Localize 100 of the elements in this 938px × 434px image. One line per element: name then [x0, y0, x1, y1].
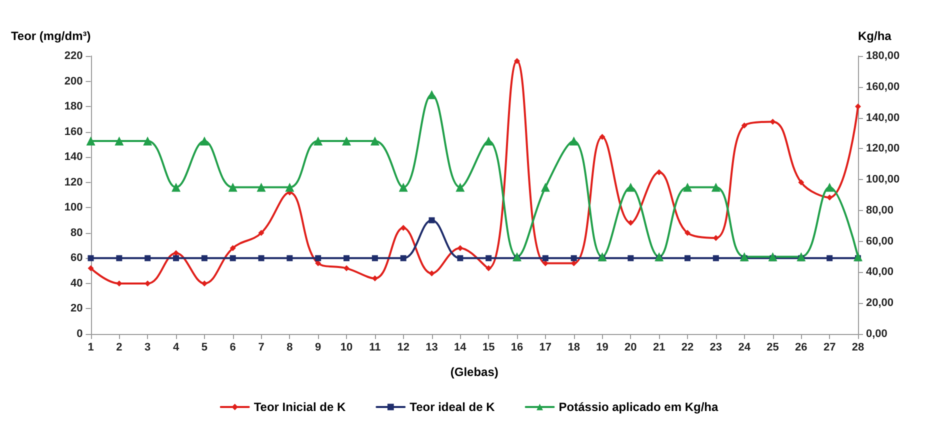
point — [486, 255, 492, 262]
point — [344, 265, 350, 272]
x-tick-label: 11 — [369, 342, 381, 354]
point — [512, 252, 522, 262]
x-tick-label: 9 — [315, 342, 322, 354]
point — [569, 136, 578, 146]
point — [88, 265, 94, 272]
y2-tick-label: 140,00 — [866, 112, 900, 124]
y2-tick-label: 60,00 — [866, 235, 894, 248]
y2-tick-label: 0,00 — [866, 328, 888, 340]
y2-tick-label: 180,00 — [866, 50, 900, 62]
point — [598, 252, 607, 262]
x-tick-label: 8 — [286, 342, 293, 354]
point — [286, 255, 293, 262]
y-tick-label: 0 — [76, 328, 83, 340]
point — [285, 182, 294, 192]
x-tick-label: 1 — [88, 342, 94, 354]
point — [826, 255, 833, 262]
point — [258, 255, 264, 262]
point — [88, 255, 94, 262]
point — [798, 179, 804, 186]
x-tick-label: 20 — [624, 342, 637, 354]
x-tick-label: 15 — [482, 342, 495, 354]
y-tick-label: 60 — [70, 252, 83, 264]
point — [315, 255, 322, 262]
y2-tick-label: 40,00 — [866, 266, 894, 278]
x-tick-label: 19 — [596, 342, 608, 354]
point — [314, 136, 323, 146]
point — [825, 182, 834, 192]
point — [258, 230, 264, 236]
y2-tick-label: 160,00 — [866, 80, 900, 93]
point — [540, 182, 550, 192]
y-tick-label: 180 — [64, 100, 83, 113]
point — [683, 182, 692, 192]
legend-label: Teor Inicial de K — [254, 400, 346, 414]
x-tick-label: 2 — [116, 342, 122, 354]
y2-tick-label: 120,00 — [866, 142, 900, 155]
point — [172, 182, 181, 192]
point — [372, 255, 378, 262]
y2-tick-label: 20,00 — [866, 297, 894, 310]
point — [114, 136, 124, 146]
x-tick-label: 28 — [852, 342, 864, 354]
point — [854, 252, 862, 262]
y-tick-label: 40 — [70, 277, 83, 290]
x-tick-label: 7 — [258, 342, 264, 354]
point — [342, 136, 352, 146]
point — [200, 136, 209, 146]
point — [116, 255, 122, 262]
point — [144, 255, 151, 262]
x-tick-label: 3 — [144, 342, 151, 354]
x-tick-label: 18 — [568, 342, 580, 354]
point — [370, 136, 380, 146]
point — [684, 230, 691, 236]
x-tick-label: 23 — [710, 342, 722, 354]
point — [599, 134, 606, 140]
point — [201, 280, 208, 286]
point — [456, 182, 465, 192]
point — [201, 255, 208, 262]
x-tick-label: 24 — [738, 342, 752, 354]
y-tick-label: 20 — [70, 302, 83, 315]
point — [542, 255, 548, 262]
point — [86, 136, 96, 146]
legend-label: Teor ideal de K — [410, 400, 496, 414]
point — [230, 245, 236, 252]
point — [626, 182, 636, 192]
point — [428, 270, 435, 276]
x-tick-label: 26 — [795, 342, 808, 354]
point — [400, 224, 406, 231]
point — [628, 255, 634, 262]
point — [143, 136, 152, 146]
point — [256, 182, 266, 192]
y-tick-label: 220 — [64, 50, 83, 62]
point — [741, 122, 748, 128]
point — [712, 255, 719, 262]
y-tick-label: 160 — [64, 126, 83, 138]
x-tick-label: 17 — [539, 342, 552, 354]
point — [796, 252, 806, 262]
point — [428, 217, 435, 224]
point — [230, 255, 236, 262]
point — [654, 252, 664, 262]
y2-tick-label: 100,00 — [866, 174, 900, 186]
x-tick-label: 22 — [681, 342, 694, 354]
point — [457, 255, 464, 262]
y-tick-label: 120 — [64, 176, 83, 188]
point — [398, 182, 408, 192]
y-tick-label: 80 — [70, 226, 83, 239]
point — [826, 194, 833, 201]
point — [768, 252, 778, 262]
point — [344, 255, 350, 262]
point — [740, 252, 749, 262]
x-tick-label: 14 — [454, 342, 468, 354]
x-tick-label: 27 — [823, 342, 836, 354]
point — [711, 182, 720, 192]
y-axis-title: Teor (mg/dm³) — [10, 29, 91, 43]
x-tick-label: 25 — [766, 342, 779, 354]
x-tick-label: 12 — [397, 342, 410, 354]
point — [400, 255, 406, 262]
y2-tick-label: 80,00 — [866, 204, 894, 216]
y-tick-label: 200 — [64, 75, 83, 88]
point — [514, 58, 520, 64]
